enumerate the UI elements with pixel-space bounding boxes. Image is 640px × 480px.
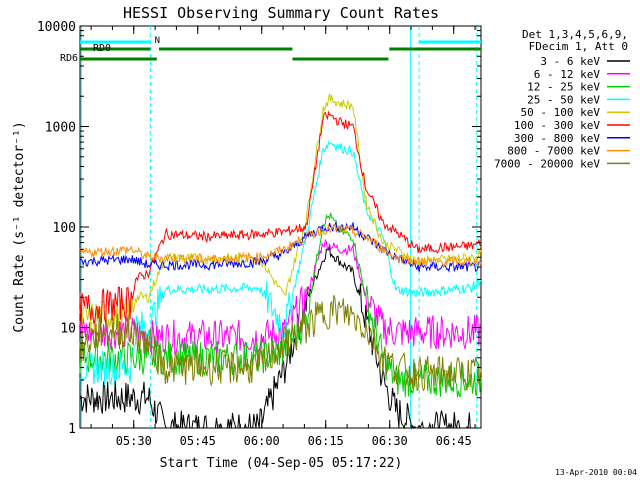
- legend-header-line: FDecim 1, Att 0: [529, 40, 628, 53]
- orbit-markers: [80, 26, 478, 428]
- y-tick-label: 10: [60, 322, 76, 337]
- legend-entry-label: 100 - 300 keV: [514, 119, 600, 132]
- x-axis-label: Start Time (04-Sep-05 05:17:22): [160, 456, 403, 471]
- y-axis-label: Count Rate (s⁻¹ detector⁻¹): [12, 121, 27, 332]
- series-line-6: [79, 110, 482, 327]
- x-tick-label: 05:30: [116, 434, 152, 448]
- x-axis-ticks: 05:30 05:45 06:00 06:15 06:30 06:45: [90, 26, 476, 448]
- series-line-5: [79, 93, 482, 332]
- x-tick-label: 06:15: [308, 434, 344, 448]
- flag-n-label: N: [155, 36, 160, 46]
- series-line-1: [79, 245, 481, 430]
- legend-entry-label: 6 - 12 keV: [534, 68, 601, 81]
- x-tick-label: 05:45: [180, 434, 216, 448]
- series-line-8: [79, 223, 482, 268]
- x-tick-label: 06:00: [244, 434, 280, 448]
- x-tick-label: 06:45: [436, 434, 472, 448]
- legend-header-line: Det 1,3,4,5,6,9,: [522, 28, 628, 41]
- y-tick-label: 1000: [45, 121, 76, 136]
- y-tick-label: 10000: [37, 20, 76, 35]
- series-line-9: [79, 295, 482, 392]
- chart-title: HESSI Observing Summary Count Rates: [123, 4, 439, 22]
- legend-entry-label: 12 - 25 keV: [527, 81, 600, 94]
- timestamp: 13-Apr-2010 00:04: [555, 468, 637, 477]
- flag-rd0-label: RD0: [93, 43, 111, 54]
- series-layer: [79, 93, 482, 430]
- x-tick-label: 06:30: [372, 434, 408, 448]
- legend-entry-label: 50 - 100 keV: [521, 106, 601, 119]
- plot-area: 05:30 05:45 06:00 06:15 06:30 06:45 1 10 100 100…: [37, 20, 482, 448]
- flag-rd6-label: RD6: [60, 53, 78, 64]
- y-tick-label: 100: [53, 221, 76, 236]
- legend: Det 1,3,4,5,6,9,FDecim 1, Att 0 3 - 6 keV…: [494, 28, 630, 170]
- legend-entry-label: 7000 - 20000 keV: [494, 157, 600, 170]
- legend-entry-label: 25 - 50 keV: [527, 93, 600, 106]
- legend-entry-label: 800 - 7000 keV: [507, 145, 600, 158]
- y-tick-label: 1: [68, 422, 76, 437]
- y-axis-ticks: 1 10 100 1000 10000: [37, 20, 481, 437]
- legend-entry-label: 3 - 6 keV: [540, 55, 600, 68]
- flag-markers: N RD0 RD6: [60, 36, 481, 64]
- legend-entry-label: 300 - 800 keV: [514, 132, 600, 145]
